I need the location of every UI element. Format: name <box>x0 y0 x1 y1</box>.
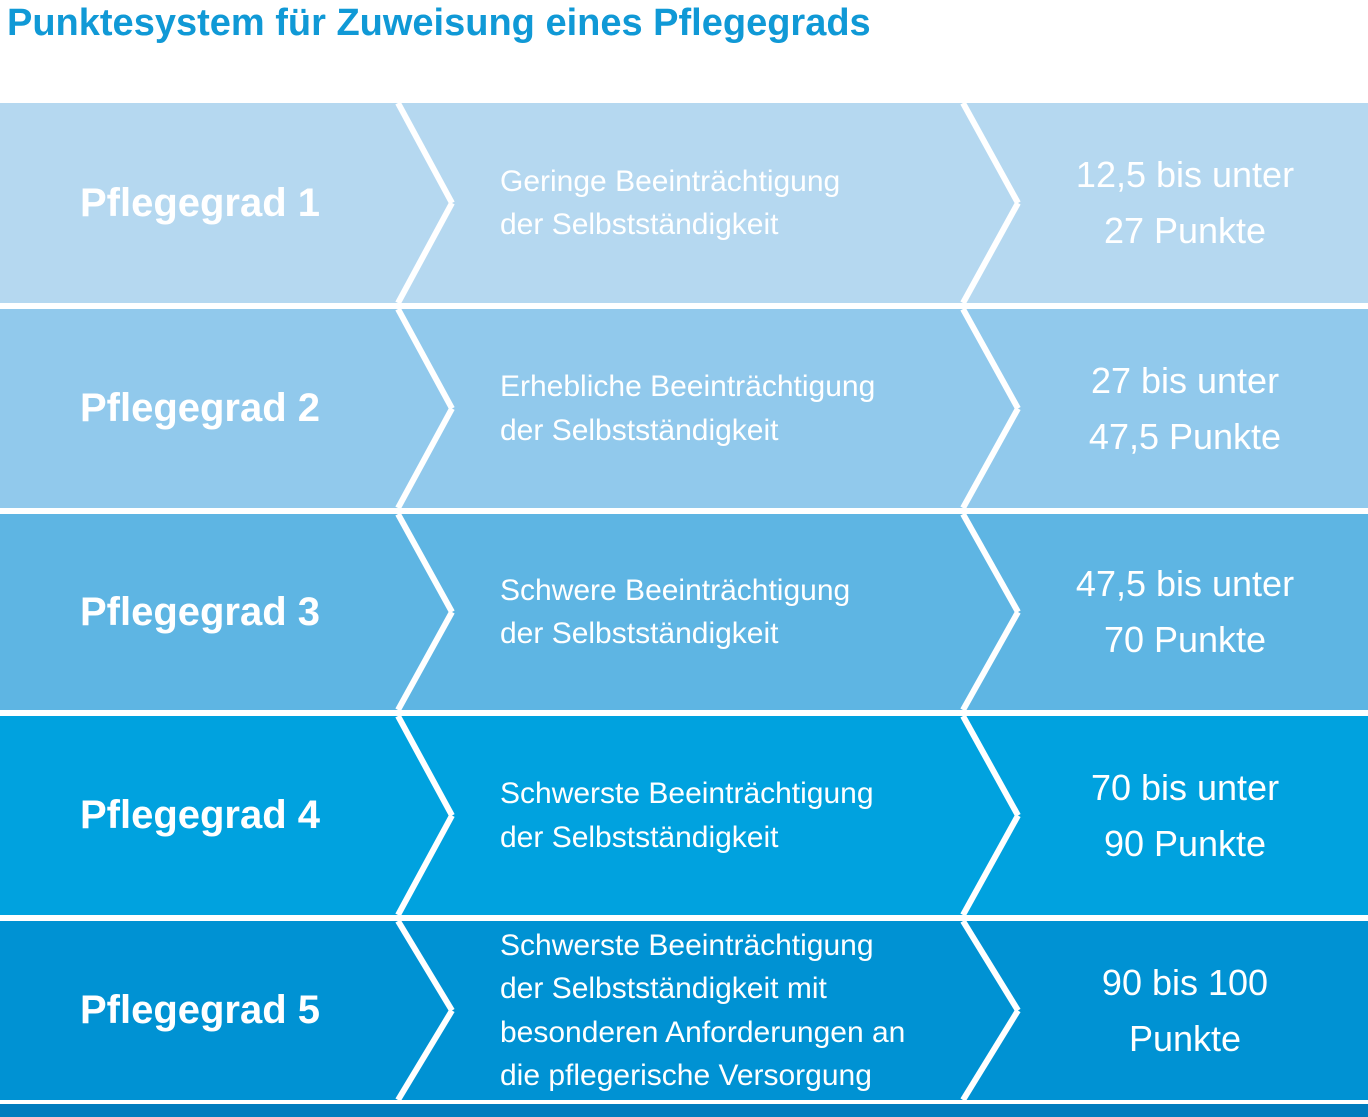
chevron-divider-icon <box>395 103 1021 303</box>
description-label: Geringe Beeinträchtigung der Selbstständ… <box>500 164 841 242</box>
description-label: Schwerste Beeinträchtigung der Selbststä… <box>500 777 874 854</box>
row-pflegegrad-4: Pflegegrad 4 Schwerste Beeinträchtigung … <box>0 716 1368 915</box>
chevron-divider-icon <box>395 921 1021 1100</box>
grade-label: Pflegegrad 1 <box>79 180 321 225</box>
points-label: 12,5 bis unter 27 Punkte <box>1075 154 1295 251</box>
points-label: 90 bis 100 Punkte <box>1101 961 1269 1059</box>
grade-label: Pflegegrad 5 <box>79 988 321 1032</box>
pflegegrad-table: Pflegegrad 1 Geringe Beeinträchtigung de… <box>0 103 1368 1104</box>
row-pflegegrad-3: Pflegegrad 3 Schwere Beeinträchtigung de… <box>0 514 1368 710</box>
points-label: 27 bis unter 47,5 Punkte <box>1088 359 1282 457</box>
points-label: 47,5 bis unter 70 Punkte <box>1075 563 1295 660</box>
grade-label: Pflegegrad 3 <box>79 589 321 634</box>
row-pflegegrad-5: Pflegegrad 5 Schwerste Beeinträchtigung … <box>0 921 1368 1100</box>
page-title: Punktesystem für Zuweisung eines Pflegeg… <box>7 2 871 44</box>
chevron-divider-icon <box>395 309 1021 508</box>
chevron-divider-icon <box>395 514 1021 710</box>
row-pflegegrad-2: Pflegegrad 2 Erhebliche Beeinträchtigung… <box>0 309 1368 508</box>
description-label: Schwerste Beeinträchtigung der Selbststä… <box>500 928 906 1093</box>
grade-label: Pflegegrad 4 <box>79 793 321 837</box>
chevron-divider-icon <box>395 716 1021 915</box>
description-label: Erhebliche Beeinträchtigung der Selbstst… <box>500 370 876 447</box>
description-label: Schwere Beeinträchtigung der Selbstständ… <box>500 573 851 651</box>
grade-label: Pflegegrad 2 <box>79 386 321 430</box>
bottom-edge-bar <box>0 1104 1368 1117</box>
row-pflegegrad-1: Pflegegrad 1 Geringe Beeinträchtigung de… <box>0 103 1368 303</box>
points-label: 70 bis unter 90 Punkte <box>1090 766 1280 864</box>
